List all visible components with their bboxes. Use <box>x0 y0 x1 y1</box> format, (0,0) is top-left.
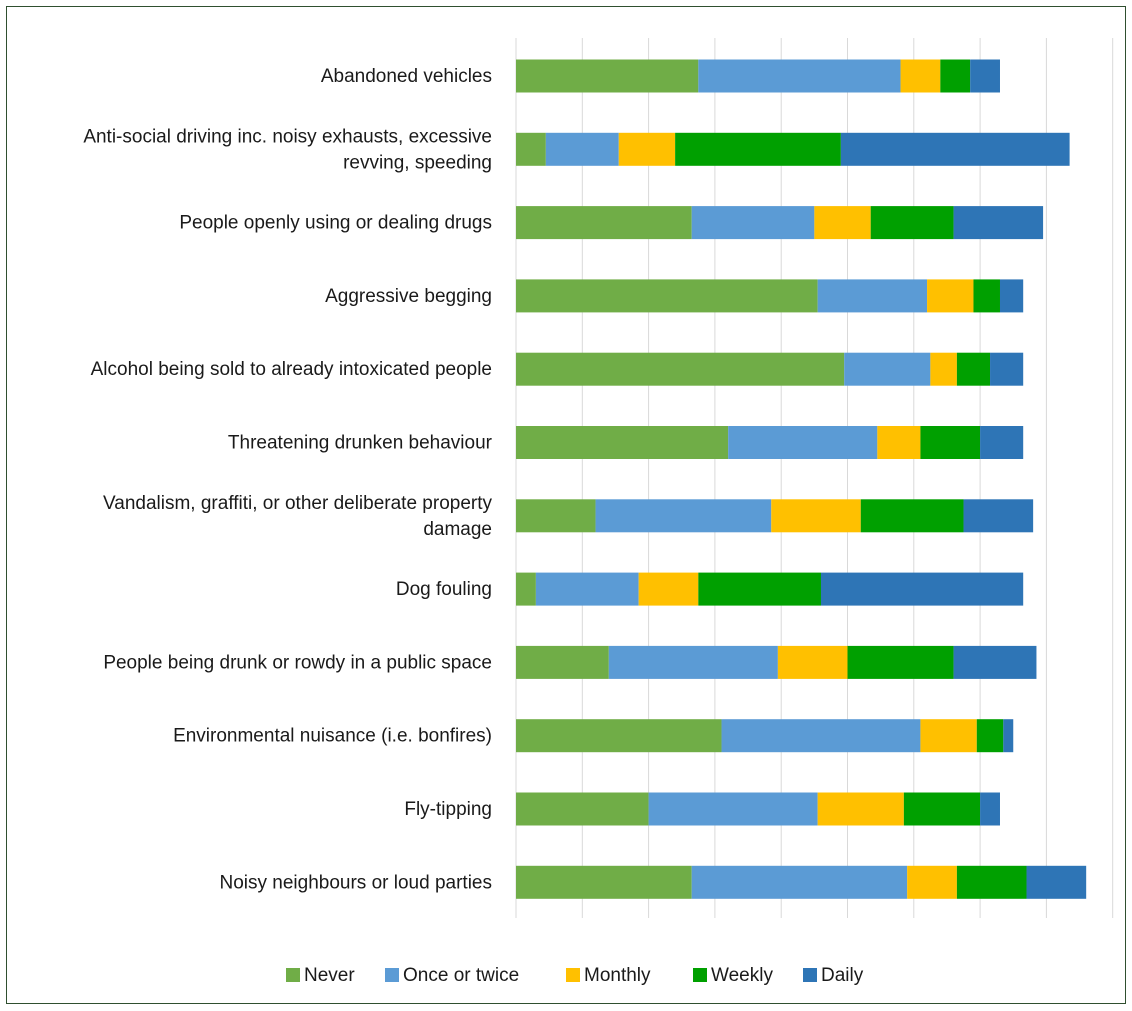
bar-segment <box>990 352 1024 386</box>
bar-segment <box>771 499 861 533</box>
bar-segment <box>516 352 845 386</box>
bars <box>516 59 1087 899</box>
legend-label: Daily <box>821 965 864 986</box>
category-label: Vandalism, graffiti, or other deliberate… <box>103 493 492 540</box>
bar-segment <box>516 279 818 313</box>
legend-swatch <box>385 968 399 982</box>
bar-segment <box>920 426 981 459</box>
bar-segment <box>976 719 1004 753</box>
bar-segment <box>1026 865 1087 899</box>
bar-segment <box>980 792 1000 826</box>
bar-segment <box>691 865 908 899</box>
category-label: Threatening drunken behaviour <box>228 433 493 454</box>
bar-segment <box>595 499 772 533</box>
legend-swatch <box>286 968 300 982</box>
bar-segment <box>516 59 699 93</box>
category-label: Dog fouling <box>396 579 492 600</box>
bar-segment <box>516 792 649 826</box>
category-label: Abandoned vehicles <box>321 66 492 87</box>
category-label: Fly-tipping <box>404 799 492 820</box>
bar-segment <box>817 792 904 826</box>
category-label: Environmental nuisance (i.e. bonfires) <box>173 726 492 747</box>
category-label: Noisy neighbours or loud parties <box>220 872 493 893</box>
bar-segment <box>970 59 1000 93</box>
bar-segment <box>618 132 676 166</box>
bar-segment <box>545 132 619 166</box>
bar-segment <box>870 206 954 240</box>
bar-segment <box>956 352 991 386</box>
category-label: Alcohol being sold to already intoxicate… <box>91 359 492 380</box>
bar-segment <box>903 792 981 826</box>
bar-segment <box>844 352 931 386</box>
bar-segment <box>698 572 821 606</box>
bar-segment <box>860 499 964 533</box>
bar-segment <box>516 499 596 533</box>
bar-segment <box>927 279 974 313</box>
bar-segment <box>920 719 977 753</box>
bar-segment <box>608 645 778 679</box>
bar-segment <box>980 426 1024 459</box>
bar-segment <box>940 59 971 93</box>
bar-segment <box>820 572 1024 606</box>
bar-segment <box>721 719 921 753</box>
legend-label: Once or twice <box>403 965 519 986</box>
bar-segment <box>516 719 722 753</box>
category-label: People openly using or dealing drugs <box>179 213 492 234</box>
bar-segment <box>1003 719 1014 753</box>
bar-segment <box>691 206 815 240</box>
category-label: People being drunk or rowdy in a public … <box>103 652 492 673</box>
legend-swatch <box>803 968 817 982</box>
legend-label: Weekly <box>711 965 773 986</box>
bar-segment <box>516 865 692 899</box>
bar-segment <box>698 59 901 93</box>
bar-segment <box>516 572 536 606</box>
bar-segment <box>817 279 928 313</box>
bar-segment <box>847 645 954 679</box>
bar-segment <box>516 645 609 679</box>
bar-segment <box>963 499 1034 533</box>
bar-segment <box>516 206 692 240</box>
bar-segment <box>877 426 921 459</box>
bar-segment <box>973 279 1000 313</box>
legend: Never Once or twice Monthly Weekly Daily <box>286 965 864 986</box>
bar-segment <box>900 59 941 93</box>
bar-segment <box>953 645 1037 679</box>
bar-segment <box>930 352 957 386</box>
bar-segment <box>777 645 848 679</box>
bar-segment <box>728 426 878 459</box>
bar-segment <box>814 206 871 240</box>
bar-segment <box>907 865 957 899</box>
category-label: Anti-social driving inc. noisy exhausts,… <box>83 126 492 173</box>
bar-segment <box>953 206 1044 240</box>
bar-segment <box>956 865 1027 899</box>
bar-segment <box>516 132 546 166</box>
legend-label: Monthly <box>584 965 651 986</box>
bar-segment <box>999 279 1024 313</box>
bar-segment <box>516 426 729 459</box>
bar-segment <box>675 132 841 166</box>
gridlines <box>515 38 1114 918</box>
bar-segment <box>535 572 639 606</box>
category-labels: Abandoned vehicles Anti-social driving in… <box>83 66 492 893</box>
legend-label: Never <box>304 965 355 986</box>
legend-swatch <box>566 968 580 982</box>
category-label: Aggressive begging <box>325 286 492 307</box>
bar-segment <box>638 572 699 606</box>
bar-segment <box>840 132 1070 166</box>
bar-segment <box>648 792 818 826</box>
legend-swatch <box>693 968 707 982</box>
